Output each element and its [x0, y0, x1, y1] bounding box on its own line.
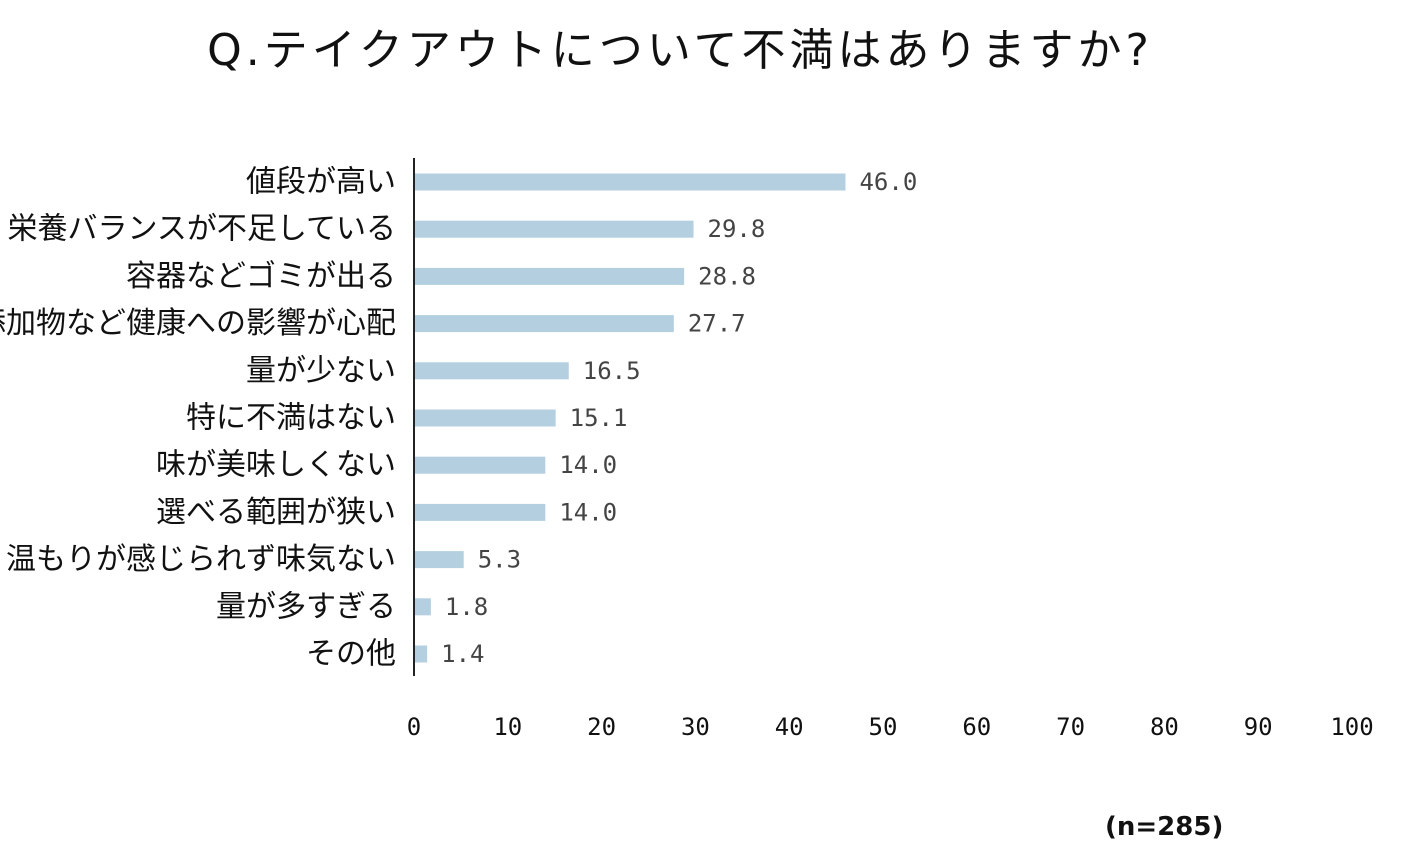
value-label: 15.1: [570, 404, 628, 432]
x-tick-label: 80: [1150, 713, 1179, 741]
x-tick-label: 10: [493, 713, 522, 741]
bar: [414, 220, 694, 238]
bar: [414, 645, 428, 663]
value-label: 16.5: [583, 357, 641, 385]
value-label: 5.3: [478, 546, 521, 574]
bar: [414, 362, 569, 380]
value-label: 27.7: [688, 310, 746, 338]
x-tick-label: 70: [1056, 713, 1085, 741]
value-label: 1.8: [445, 593, 488, 621]
x-tick-label: 0: [407, 713, 421, 741]
category-label: 栄養バランスが不足している: [8, 212, 397, 247]
category-label: 添加物など健康への影響が心配: [0, 306, 396, 341]
value-label: 29.8: [708, 215, 766, 243]
sample-size-note: (n=285): [1105, 812, 1224, 842]
value-label: 28.8: [698, 262, 756, 290]
category-label: 温もりが感じられず味気ない: [6, 542, 396, 577]
bar: [414, 503, 546, 521]
x-tick-label: 60: [962, 713, 991, 741]
bar: [414, 551, 464, 569]
x-tick-label: 90: [1244, 713, 1273, 741]
x-tick-label: 20: [587, 713, 616, 741]
chart-title: Q.テイクアウトについて不満はありますか?: [207, 25, 1153, 76]
category-label: 容器などゴミが出る: [126, 259, 396, 294]
x-tick-label: 100: [1330, 713, 1373, 741]
x-tick-label: 40: [775, 713, 804, 741]
category-label: 量が多すぎる: [216, 589, 396, 624]
bar: [414, 456, 546, 474]
category-label: 値段が高い: [246, 165, 396, 200]
bar: [414, 173, 846, 191]
value-label: 46.0: [859, 168, 917, 196]
value-label: 14.0: [559, 498, 617, 526]
x-tick-label: 30: [681, 713, 710, 741]
category-label: 選べる範囲が狭い: [156, 495, 396, 530]
bar: [414, 409, 556, 427]
bar: [414, 315, 674, 333]
category-label: 味が美味しくない: [156, 448, 396, 483]
bar: [414, 267, 685, 285]
value-label: 14.0: [559, 451, 617, 479]
bar: [414, 598, 431, 616]
category-label: 特に不満はない: [186, 401, 396, 436]
x-tick-label: 50: [869, 713, 898, 741]
value-label: 1.4: [441, 640, 484, 668]
category-label: 量が少ない: [246, 353, 396, 388]
category-label: その他: [306, 637, 396, 672]
